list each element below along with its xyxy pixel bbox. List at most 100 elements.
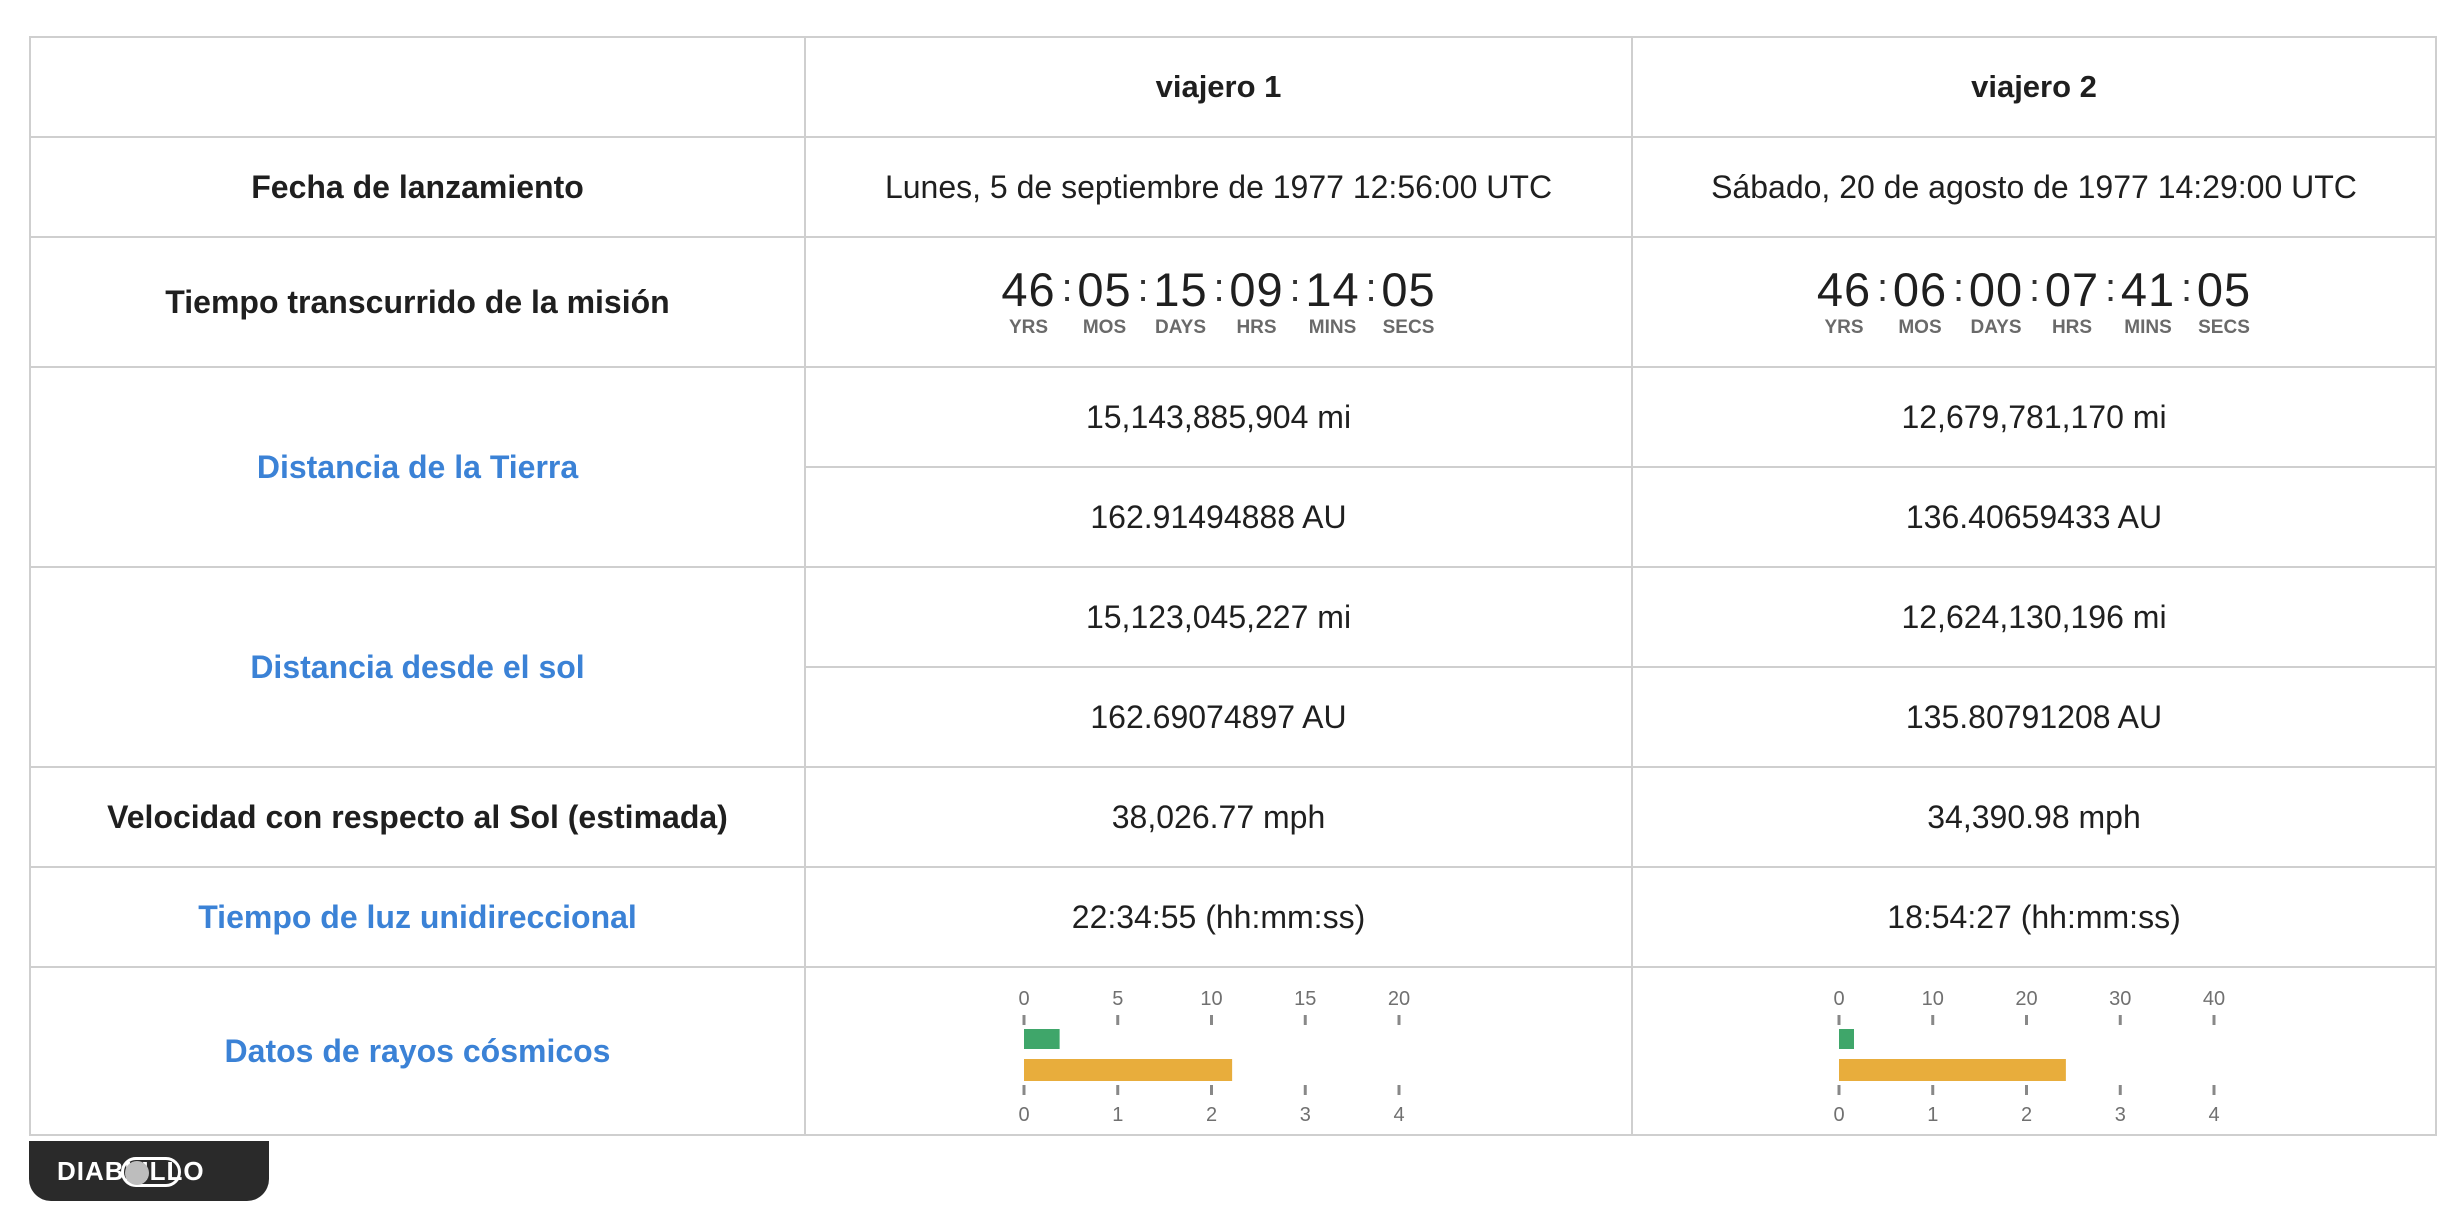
cosmic-axis-tick-label: 5: [1112, 988, 1123, 1010]
cosmic-ray-v2-cell: 0 10 20 30 40 0 1 2 3 4: [1631, 966, 2437, 1136]
light-time-v2: 18:54:27 (hh:mm:ss): [1631, 866, 2437, 968]
earth-distance-v1-mi: 15,143,885,904 mi: [804, 366, 1633, 468]
cosmic-axis-tick-label: 2: [2021, 1104, 2032, 1126]
launch-date-v2: Sábado, 20 de agosto de 1977 14:29:00 UT…: [1631, 136, 2437, 238]
cosmic-ray-v1-cell: 0 5 10 15 20 0 1 2 3 4: [804, 966, 1633, 1136]
cosmic-axis-tick-label: 2: [1205, 1104, 1216, 1126]
countdown-separator: :: [2181, 266, 2193, 310]
cosmic-bar-bottom: [1023, 1059, 1232, 1081]
velocity-v2: 34,390.98 mph: [1631, 766, 2437, 868]
earth-distance-link[interactable]: Distancia de la Tierra: [29, 366, 806, 568]
cosmic-axis-tick-label: 3: [1299, 1104, 1310, 1126]
header-blank-cell: [29, 36, 806, 138]
countdown-separator: :: [1365, 266, 1377, 310]
toggle-switch[interactable]: [121, 1157, 181, 1187]
light-time-v1: 22:34:55 (hh:mm:ss): [804, 866, 1633, 968]
countdown-separator: :: [1213, 266, 1225, 310]
sun-distance-v2-au: 135.80791208 AU: [1631, 666, 2437, 768]
launch-date-v1: Lunes, 5 de septiembre de 1977 12:56:00 …: [804, 136, 1633, 238]
cosmic-axis-tick-label: 10: [1922, 988, 1944, 1010]
diablillo-toggle[interactable]: DIABLILLO: [29, 1141, 269, 1201]
velocity-label: Velocidad con respecto al Sol (estimada): [29, 766, 806, 868]
countdown-days-label: DAYS: [1970, 317, 2022, 338]
velocity-v1: 38,026.77 mph: [804, 766, 1633, 868]
sun-distance-v1-au: 162.69074897 AU: [804, 666, 1633, 768]
countdown-separator: :: [1289, 266, 1301, 310]
cosmic-axis-tick-label: 0: [1018, 988, 1029, 1010]
cosmic-axis-tick-label: 4: [1393, 1104, 1404, 1126]
countdown-separator: :: [1877, 266, 1889, 310]
countdown-minutes-label: MINS: [2124, 317, 2172, 338]
cosmic-axis-tick-label: 1: [1112, 1104, 1123, 1126]
countdown-hours-label: HRS: [1236, 317, 1277, 338]
countdown-hours: 07: [2044, 263, 2100, 316]
cosmic-axis-tick-label: 20: [1387, 988, 1409, 1010]
cosmic-axis-tick-label: 4: [2208, 1104, 2219, 1126]
mission-time-row: Tiempo transcurrido de la misión 46 YRS :…: [29, 236, 2437, 368]
launch-label: Fecha de lanzamiento: [29, 136, 806, 238]
countdown-v1: 46 YRS : 05 MOS : 15 DAYS : 09 HRS : 14 MINS …: [996, 265, 1442, 339]
launch-row: Fecha de lanzamiento Lunes, 5 de septiem…: [29, 136, 2437, 238]
countdown-years-label: YRS: [1008, 317, 1049, 338]
countdown-seconds-label: SECS: [1382, 317, 1435, 338]
header-voyager-2: viajero 2: [1631, 36, 2437, 138]
countdown-separator: :: [2105, 266, 2117, 310]
countdown-separator: :: [1137, 266, 1149, 310]
countdown-seconds-label: SECS: [2198, 317, 2250, 338]
sun-distance-row-au: 162.69074897 AU 135.80791208 AU: [30, 666, 2437, 768]
header-voyager-1: viajero 1: [804, 36, 1633, 138]
light-time-link[interactable]: Tiempo de luz unidireccional: [29, 866, 806, 968]
countdown-days: 15: [1153, 263, 1208, 316]
velocity-row: Velocidad con respecto al Sol (estimada)…: [29, 766, 2437, 868]
sun-distance-v2-mi: 12,624,130,196 mi: [1631, 566, 2437, 668]
countdown-seconds: 05: [1381, 263, 1436, 316]
cosmic-ray-chart-v1: 0 5 10 15 20 0 1 2 3 4: [1018, 988, 1410, 1126]
cosmic-axis-tick-label: 0: [1833, 988, 1844, 1010]
countdown-months: 05: [1077, 263, 1132, 316]
countdown-years-label: YRS: [1824, 317, 1864, 338]
earth-distance-v2-mi: 12,679,781,170 mi: [1631, 366, 2437, 468]
countdown-years: 46: [1816, 263, 1872, 316]
countdown-hours: 09: [1229, 263, 1284, 316]
countdown-v2: 46 YRS : 06 MOS : 00 DAYS : 07 HRS : 41 MINS …: [1811, 265, 2257, 339]
cosmic-axis-tick-label: 0: [1833, 1104, 1844, 1126]
countdown-seconds: 05: [2196, 263, 2252, 316]
countdown-months: 06: [1892, 263, 1948, 316]
cosmic-axis-tick-label: 20: [2015, 988, 2037, 1010]
mission-time-v2-cell: 46 YRS : 06 MOS : 00 DAYS : 07 HRS : 41 MINS …: [1631, 236, 2437, 368]
cosmic-ray-chart-v2: 0 10 20 30 40 0 1 2 3 4: [1833, 988, 2225, 1126]
countdown-separator: :: [1953, 266, 1965, 310]
cosmic-axis-tick-label: 40: [2203, 988, 2225, 1010]
earth-distance-row-au: 162.91494888 AU 136.40659433 AU: [30, 466, 2437, 568]
countdown-years: 46: [1001, 263, 1056, 316]
countdown-minutes: 41: [2120, 263, 2176, 316]
countdown-months-label: MOS: [1082, 317, 1127, 338]
earth-distance-row-mi: Distancia de la Tierra 15,143,885,904 mi…: [29, 366, 2437, 568]
cosmic-bar-bottom: [1839, 1059, 2066, 1081]
mission-time-v1-cell: 46 YRS : 05 MOS : 15 DAYS : 09 HRS : 14 MINS …: [804, 236, 1633, 368]
sun-distance-link[interactable]: Distancia desde el sol: [29, 566, 806, 768]
earth-distance-v2-au: 136.40659433 AU: [1631, 466, 2437, 568]
mission-time-label: Tiempo transcurrido de la misión: [29, 236, 806, 368]
countdown-minutes: 14: [1305, 263, 1360, 316]
header-row: viajero 1 viajero 2: [29, 36, 2437, 138]
countdown-days: 00: [1968, 263, 2024, 316]
sun-distance-row-mi: Distancia desde el sol 15,123,045,227 mi…: [29, 566, 2437, 768]
cosmic-axis-tick-label: 0: [1018, 1104, 1029, 1126]
cosmic-ray-link[interactable]: Datos de rayos cósmicos: [29, 966, 806, 1136]
cosmic-axis-tick-label: 10: [1200, 988, 1222, 1010]
cosmic-axis-tick-label: 3: [2115, 1104, 2126, 1126]
countdown-separator: :: [2029, 266, 2041, 310]
sun-distance-v1-mi: 15,123,045,227 mi: [804, 566, 1633, 668]
countdown-hours-label: HRS: [2051, 317, 2093, 338]
countdown-days-label: DAYS: [1154, 317, 1207, 338]
voyager-status-table: viajero 1 viajero 2 Fecha de lanzamiento…: [29, 36, 2437, 1136]
cosmic-axis-tick-label: 1: [1927, 1104, 1938, 1126]
countdown-separator: :: [1061, 266, 1073, 310]
cosmic-bar-top: [1023, 1029, 1060, 1049]
countdown-minutes-label: MINS: [1308, 317, 1357, 338]
earth-distance-v1-au: 162.91494888 AU: [804, 466, 1633, 568]
cosmic-axis-tick-label: 30: [2109, 988, 2131, 1010]
cosmic-axis-tick-label: 15: [1294, 988, 1316, 1010]
